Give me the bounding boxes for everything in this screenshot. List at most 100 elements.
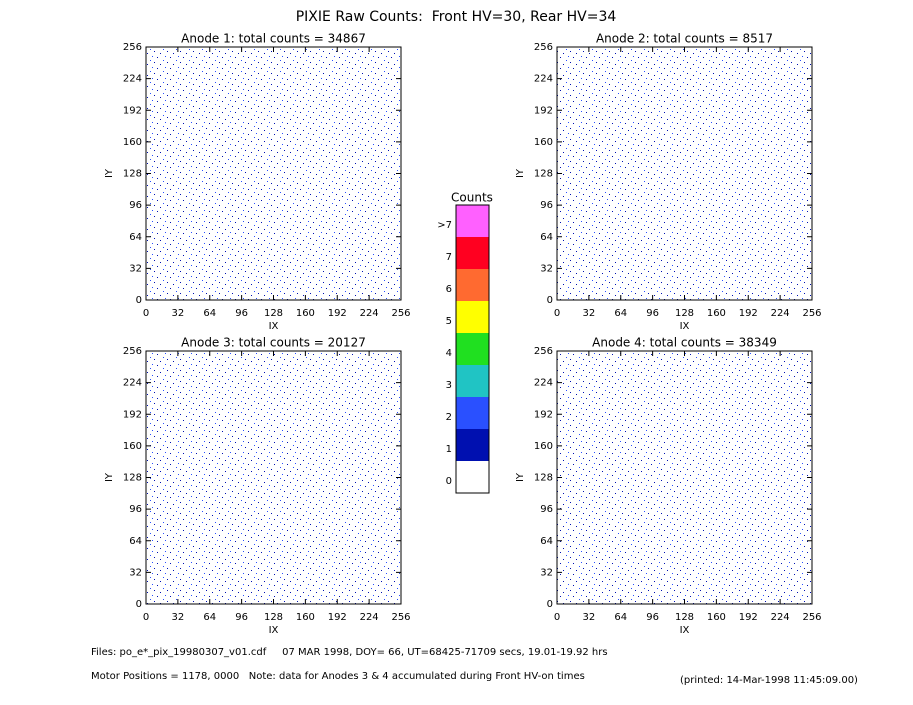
colorbar-label: 4: [446, 348, 452, 359]
y-tick-label: 64: [129, 536, 142, 547]
x-tick-label: 128: [264, 612, 283, 623]
y-tick-label: 192: [534, 105, 553, 116]
colorbar-cell: [456, 301, 489, 333]
x-axis-label: IX: [269, 625, 279, 636]
y-tick-label: 256: [534, 346, 553, 357]
y-tick-label: 160: [534, 137, 553, 148]
y-tick-label: 160: [123, 441, 142, 452]
x-tick-label: 32: [172, 308, 185, 319]
footer-line: (printed: 14-Mar-1998 11:45:09.00): [680, 675, 858, 686]
x-tick-label: 256: [391, 308, 410, 319]
x-tick-label: 224: [360, 612, 379, 623]
y-axis-label: IY: [515, 472, 526, 482]
x-tick-label: 192: [328, 308, 347, 319]
panel-title: Anode 3: total counts = 20127: [181, 336, 366, 350]
x-tick-label: 256: [802, 612, 821, 623]
y-tick-label: 0: [547, 295, 553, 306]
y-tick-label: 0: [136, 599, 142, 610]
colorbar-label: 0: [446, 476, 452, 487]
x-tick-label: 224: [771, 612, 790, 623]
x-tick-label: 96: [235, 612, 248, 623]
density-texture: [557, 351, 812, 604]
colorbar-cell: [456, 205, 489, 237]
x-tick-label: 256: [391, 612, 410, 623]
y-tick-label: 256: [123, 346, 142, 357]
colorbar-label: 1: [446, 444, 452, 455]
colorbar-cell: [456, 461, 489, 493]
colorbar-cell: [456, 429, 489, 461]
y-tick-label: 256: [123, 42, 142, 53]
y-tick-label: 224: [123, 378, 142, 389]
y-tick-label: 96: [129, 504, 142, 515]
y-tick-label: 224: [123, 74, 142, 85]
density-texture: [146, 47, 401, 300]
y-tick-label: 128: [123, 169, 142, 180]
x-tick-label: 192: [328, 612, 347, 623]
density-texture: [146, 351, 401, 604]
x-tick-label: 224: [771, 308, 790, 319]
x-tick-label: 192: [739, 612, 758, 623]
y-tick-label: 32: [129, 263, 142, 274]
x-tick-label: 0: [143, 612, 149, 623]
y-tick-label: 32: [540, 263, 553, 274]
y-tick-label: 128: [123, 473, 142, 484]
y-tick-label: 0: [547, 599, 553, 610]
x-tick-label: 160: [707, 308, 726, 319]
x-tick-label: 160: [296, 308, 315, 319]
x-tick-label: 128: [675, 612, 694, 623]
y-tick-label: 160: [534, 441, 553, 452]
x-tick-label: 0: [554, 612, 560, 623]
x-tick-label: 128: [264, 308, 283, 319]
colorbar-cell: [456, 397, 489, 429]
x-axis-label: IX: [680, 321, 690, 332]
x-tick-label: 64: [203, 308, 216, 319]
colorbar-label: 6: [446, 284, 452, 295]
y-tick-label: 32: [129, 567, 142, 578]
x-tick-label: 160: [296, 612, 315, 623]
y-tick-label: 192: [123, 409, 142, 420]
y-tick-label: 224: [534, 378, 553, 389]
colorbar-label: 2: [446, 412, 452, 423]
colorbar-cell: [456, 365, 489, 397]
x-tick-label: 160: [707, 612, 726, 623]
x-tick-label: 96: [646, 612, 659, 623]
y-tick-label: 192: [534, 409, 553, 420]
y-tick-label: 224: [534, 74, 553, 85]
panel-title: Anode 1: total counts = 34867: [181, 32, 366, 46]
panel-title: Anode 2: total counts = 8517: [596, 32, 773, 46]
colorbar-label: 3: [446, 380, 452, 391]
x-axis-label: IX: [680, 625, 690, 636]
y-tick-label: 64: [540, 232, 553, 243]
y-tick-label: 96: [540, 200, 553, 211]
x-tick-label: 96: [646, 308, 659, 319]
colorbar-cell: [456, 237, 489, 269]
x-tick-label: 32: [172, 612, 185, 623]
y-tick-label: 128: [534, 169, 553, 180]
x-tick-label: 32: [583, 612, 596, 623]
density-texture: [557, 47, 812, 300]
y-tick-label: 32: [540, 567, 553, 578]
page-title: PIXIE Raw Counts: Front HV=30, Rear HV=3…: [296, 9, 617, 25]
y-tick-label: 256: [534, 42, 553, 53]
y-tick-label: 128: [534, 473, 553, 484]
y-axis-label: IY: [104, 168, 115, 178]
colorbar-label: >7: [437, 220, 452, 231]
y-tick-label: 0: [136, 295, 142, 306]
x-tick-label: 64: [614, 612, 627, 623]
y-tick-label: 64: [540, 536, 553, 547]
x-tick-label: 64: [614, 308, 627, 319]
x-tick-label: 64: [203, 612, 216, 623]
colorbar-cell: [456, 333, 489, 365]
y-axis-label: IY: [104, 472, 115, 482]
y-tick-label: 160: [123, 137, 142, 148]
x-tick-label: 128: [675, 308, 694, 319]
footer-line: Motor Positions = 1178, 0000 Note: data …: [91, 671, 585, 682]
x-tick-label: 192: [739, 308, 758, 319]
y-tick-label: 96: [540, 504, 553, 515]
colorbar-title: Counts: [451, 191, 493, 205]
colorbar-label: 7: [446, 252, 452, 263]
footer-line: Files: po_e*_pix_19980307_v01.cdf 07 MAR…: [91, 647, 608, 658]
y-axis-label: IY: [515, 168, 526, 178]
x-axis-label: IX: [269, 321, 279, 332]
